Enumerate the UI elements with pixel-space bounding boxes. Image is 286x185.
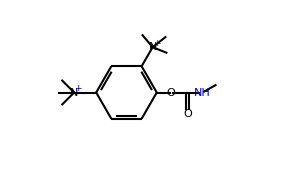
Text: +: + — [153, 39, 160, 48]
Text: N: N — [70, 88, 78, 97]
Text: O: O — [166, 88, 175, 97]
Text: NH: NH — [193, 88, 210, 97]
Text: N: N — [148, 42, 157, 52]
Text: +: + — [74, 84, 82, 93]
Text: O: O — [183, 109, 192, 119]
